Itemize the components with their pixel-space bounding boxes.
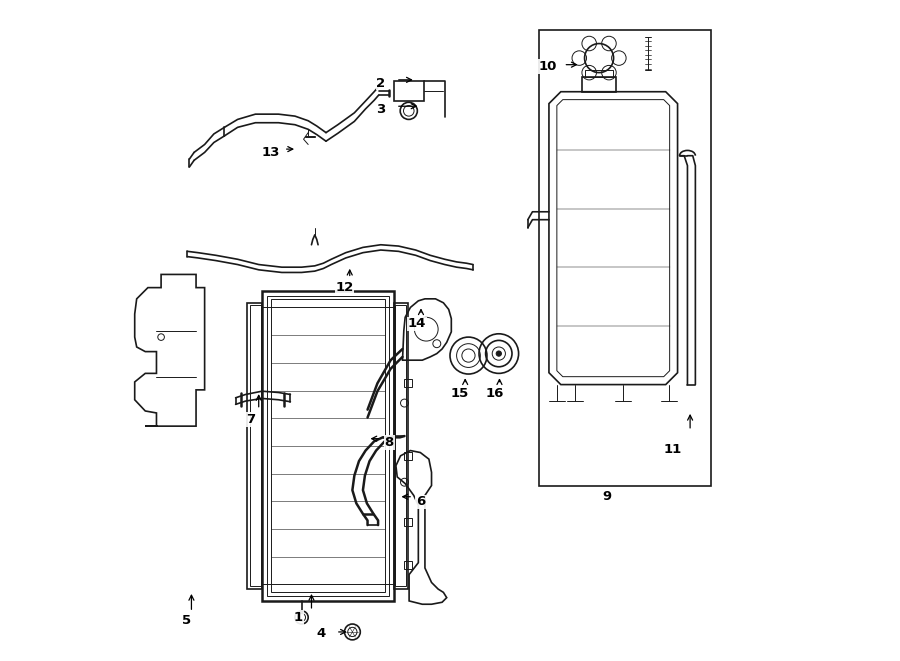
Text: 4: 4 [317,627,326,641]
Text: 3: 3 [376,103,385,116]
Circle shape [496,351,501,356]
Text: 15: 15 [451,387,469,400]
Text: 1: 1 [293,611,303,624]
Text: 16: 16 [486,387,504,400]
Text: 8: 8 [384,436,394,449]
Text: 10: 10 [538,60,557,73]
Text: 2: 2 [376,77,385,90]
Text: 7: 7 [247,413,256,426]
Text: 14: 14 [408,317,427,330]
Text: 9: 9 [602,490,611,503]
Text: 12: 12 [336,281,354,294]
Text: 13: 13 [261,146,280,159]
Text: 6: 6 [416,496,425,508]
Text: 5: 5 [182,614,191,627]
Text: 11: 11 [664,443,682,455]
